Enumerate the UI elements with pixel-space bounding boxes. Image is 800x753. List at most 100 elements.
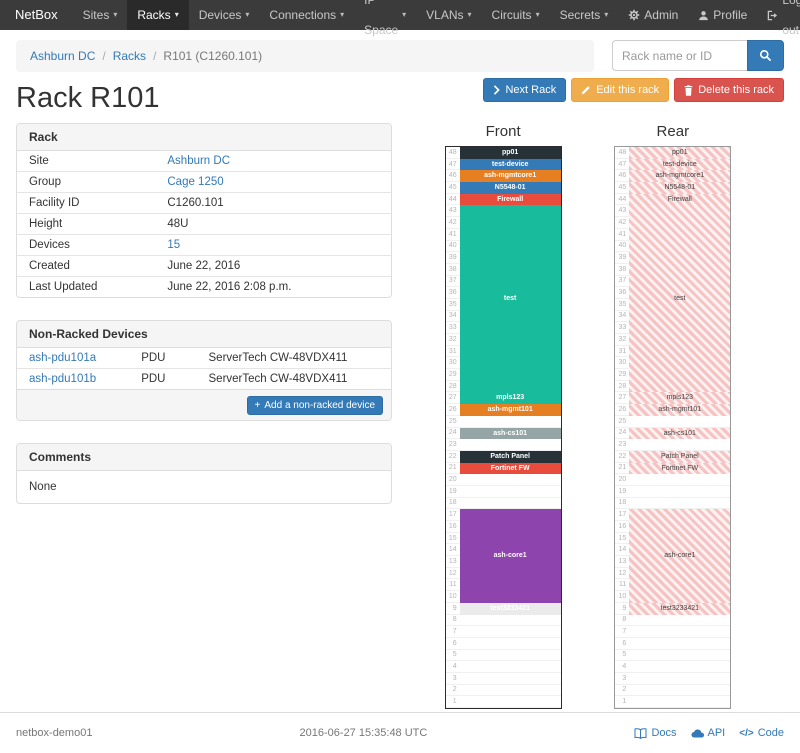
nav-item-racks[interactable]: Racks ▾ — [127, 0, 189, 30]
rack-unit-number: 38 — [618, 265, 627, 273]
breadcrumb-link[interactable]: Racks — [112, 49, 147, 63]
rack-device-rear-ash-core1[interactable]: ash-core1 — [629, 509, 731, 603]
rack-unit-number: 39 — [448, 254, 457, 262]
rack-device-front-patch-panel[interactable]: Patch Panel — [459, 450, 561, 463]
rack-unit-front-18: 18 — [445, 498, 561, 510]
rack-device-rear-ash-cs101[interactable]: ash-cs101 — [629, 427, 731, 440]
rack-device-front-ash-mgmt101[interactable]: ash-mgmt101 — [459, 404, 561, 416]
rack-device-front-ash-core1[interactable]: ash-core1 — [459, 509, 561, 603]
rack-device-front-pp01[interactable]: pp01 — [459, 147, 561, 159]
rack-unit-front-19: 19 — [445, 486, 561, 498]
rack-device-rear-mpls123[interactable]: mpls123 — [629, 392, 731, 405]
nav-item-profile[interactable]: Profile — [688, 0, 757, 30]
rack-device-front-firewall[interactable]: Firewall — [459, 193, 561, 206]
rack-device-front-ash-mgmtcore1[interactable]: ash-mgmtcore1 — [459, 170, 561, 183]
rack-attr-label: Height — [17, 213, 156, 235]
nav-item-devices[interactable]: Devices ▾ — [189, 0, 260, 30]
rack-device-rear-firewall[interactable]: Firewall — [629, 193, 731, 206]
rack-unit-number: 10 — [618, 592, 627, 600]
caret-down-icon: ▾ — [245, 10, 250, 19]
rack-front: 48 47 46 45 44 43 42 41 40 39 38 37 36 35 34 33 32 31 30 29… — [444, 146, 562, 709]
rack-unit-number: 15 — [618, 534, 627, 542]
rack-actions: Next Rack Edit this rack Delete this rac… — [483, 78, 784, 102]
rear-elevation-title: Rear — [656, 123, 690, 140]
rack-device-front-fortinet-fw[interactable]: Fortinet FW — [459, 462, 561, 475]
nav-item-circuits[interactable]: Circuits ▾ — [482, 0, 550, 30]
rack-device-front-test[interactable]: test — [459, 205, 561, 393]
rack-device-front-mpls123[interactable]: mpls123 — [459, 392, 561, 405]
rack-unit-rear-3: 3 — [615, 673, 731, 685]
rack-unit-number: 31 — [618, 347, 627, 355]
chevron-right-icon — [493, 85, 501, 95]
rack-device-front-n5548-01[interactable]: N5548-01 — [459, 182, 561, 194]
rack-device-rear-pp01[interactable]: pp01 — [629, 147, 731, 159]
rack-device-rear-test-device[interactable]: test-device — [629, 158, 731, 171]
rack-unit-number: 9 — [622, 604, 627, 612]
nav-item-admin[interactable]: Admin — [618, 0, 688, 30]
rack-device-rear-test[interactable]: test — [629, 205, 731, 393]
navbar: NetBox Sites ▾ Racks ▾ Devices ▾ Connections ▾ I… — [0, 0, 800, 37]
rack-attr-link[interactable]: Cage 1250 — [167, 176, 224, 188]
nonracked-device-link[interactable]: ash-pdu101b — [29, 373, 97, 385]
rack-unit-rear-2: 2 — [615, 685, 731, 697]
footer-link-api[interactable]: API — [690, 727, 725, 739]
rack-attr-value: 48U — [155, 213, 391, 235]
delete-rack-button[interactable]: Delete this rack — [674, 78, 784, 102]
nav-item-label: Connections — [269, 8, 337, 22]
gear-icon — [628, 9, 640, 21]
rack-unit-rear-6: 6 — [615, 638, 731, 650]
nav-item-vlans[interactable]: VLANs ▾ — [416, 0, 481, 30]
rack-unit-rear-5: 5 — [615, 650, 731, 662]
search-button[interactable] — [747, 40, 784, 71]
footer-link-code[interactable]: </> Code — [739, 727, 784, 739]
rack-unit-number: 23 — [618, 441, 627, 449]
rack-device-rear-test3233421[interactable]: test3233421 — [629, 602, 731, 615]
rack-unit-number: 25 — [448, 417, 457, 425]
rack-unit-number: 41 — [618, 230, 627, 238]
rack-device-front-test3233421[interactable]: test3233421 — [459, 602, 561, 615]
delete-rack-label: Delete this rack — [698, 84, 774, 96]
rack-unit-number: 46 — [448, 172, 457, 180]
rack-unit-number: 3 — [622, 674, 627, 682]
rack-unit-number: 32 — [618, 335, 627, 343]
nav-item-log-out[interactable]: Log out — [757, 0, 800, 37]
add-nonracked-device-button[interactable]: + Add a non-racked device — [246, 396, 383, 415]
edit-rack-button[interactable]: Edit this rack — [571, 78, 670, 102]
breadcrumb-link[interactable]: Ashburn DC — [30, 49, 96, 63]
rack-unit-number: 12 — [448, 569, 457, 577]
rack-unit-number: 35 — [618, 300, 627, 308]
rack-unit-number: 32 — [448, 335, 457, 343]
rack-device-front-ash-cs101[interactable]: ash-cs101 — [459, 427, 561, 440]
nav-item-sites[interactable]: Sites ▾ — [73, 0, 128, 30]
rack-unit-rear-23: 23 — [615, 439, 731, 451]
rack-attr-label: Group — [17, 171, 156, 193]
nav-item-ip-space[interactable]: IP Space ▾ — [354, 0, 416, 37]
next-rack-button[interactable]: Next Rack — [483, 78, 567, 102]
rack-unit-number: 1 — [622, 698, 627, 706]
nav-item-label: Log out — [782, 0, 800, 37]
rack-unit-number: 19 — [618, 487, 627, 495]
rack-device-rear-n5548-01[interactable]: N5548-01 — [629, 182, 731, 194]
rack-attr-value: June 22, 2016 2:08 p.m. — [155, 276, 391, 297]
footer-link-docs[interactable]: Docs — [634, 727, 677, 739]
search-input[interactable] — [612, 40, 747, 71]
nonracked-device-link[interactable]: ash-pdu101a — [29, 352, 97, 364]
footer-hostname: netbox-demo01 — [16, 727, 93, 739]
nav-item-secrets[interactable]: Secrets ▾ — [550, 0, 619, 30]
rack-device-rear-patch-panel[interactable]: Patch Panel — [629, 450, 731, 463]
rack-attr-link[interactable]: Ashburn DC — [167, 155, 231, 167]
rack-unit-number: 12 — [618, 569, 627, 577]
rack-device-rear-ash-mgmtcore1[interactable]: ash-mgmtcore1 — [629, 170, 731, 183]
rack-unit-number: 22 — [448, 452, 457, 460]
rack-device-rear-fortinet-fw[interactable]: Fortinet FW — [629, 462, 731, 475]
rack-unit-number: 2 — [452, 686, 457, 694]
rack-device-rear-ash-mgmt101[interactable]: ash-mgmt101 — [629, 404, 731, 416]
rack-attr-link[interactable]: 15 — [167, 239, 181, 251]
page-footer: netbox-demo01 2016-06-27 15:35:48 UTC Do… — [0, 712, 800, 753]
rack-device-front-test-device[interactable]: test-device — [459, 158, 561, 171]
caret-down-icon: ▾ — [340, 10, 345, 19]
rack-unit-number: 20 — [618, 476, 627, 484]
rack-unit-number: 29 — [618, 370, 627, 378]
nav-item-connections[interactable]: Connections ▾ — [259, 0, 354, 30]
app-brand[interactable]: NetBox — [15, 7, 58, 22]
